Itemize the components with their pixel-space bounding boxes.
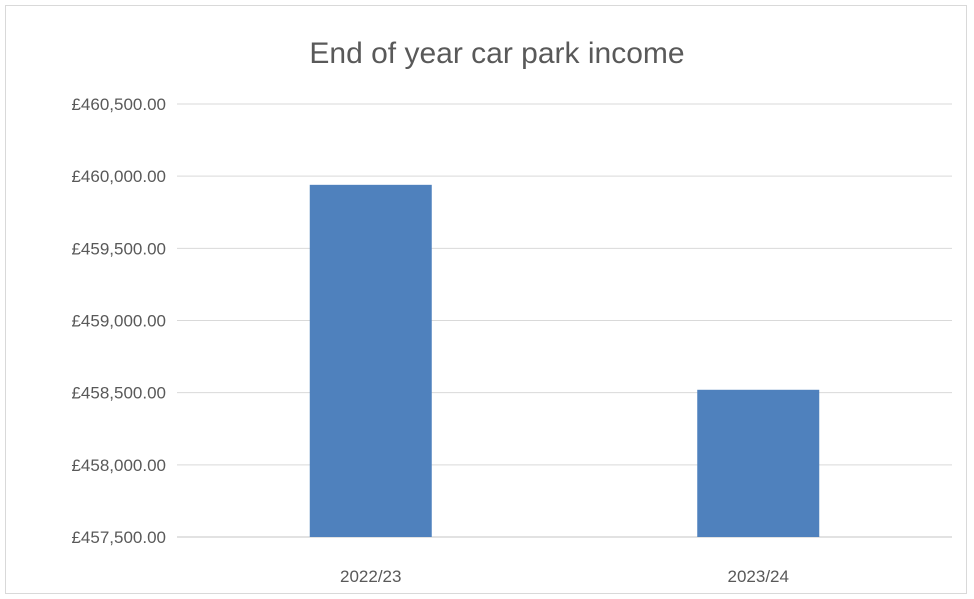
y-tick-label: £459,000.00	[71, 312, 166, 331]
x-tick-label: 2023/24	[728, 567, 789, 586]
bar-2023-24	[697, 389, 820, 537]
y-tick-label: £457,500.00	[71, 528, 166, 547]
bar-2022-23	[309, 184, 432, 537]
y-tick-label: £460,000.00	[71, 167, 166, 186]
y-tick-label: £458,500.00	[71, 384, 166, 403]
y-axis-tick-labels: £457,500.00 £458,000.00 £458,500.00 £459,00…	[71, 95, 166, 547]
x-tick-label: 2022/23	[340, 567, 401, 586]
gridlines	[177, 103, 952, 538]
chart-title: End of year car park income	[309, 37, 684, 70]
bars	[309, 184, 820, 537]
y-tick-label: £460,500.00	[71, 95, 166, 114]
y-tick-label: £458,000.00	[71, 456, 166, 475]
x-axis-tick-labels: 2022/23 2023/24	[340, 567, 789, 586]
y-tick-label: £459,500.00	[71, 239, 166, 258]
